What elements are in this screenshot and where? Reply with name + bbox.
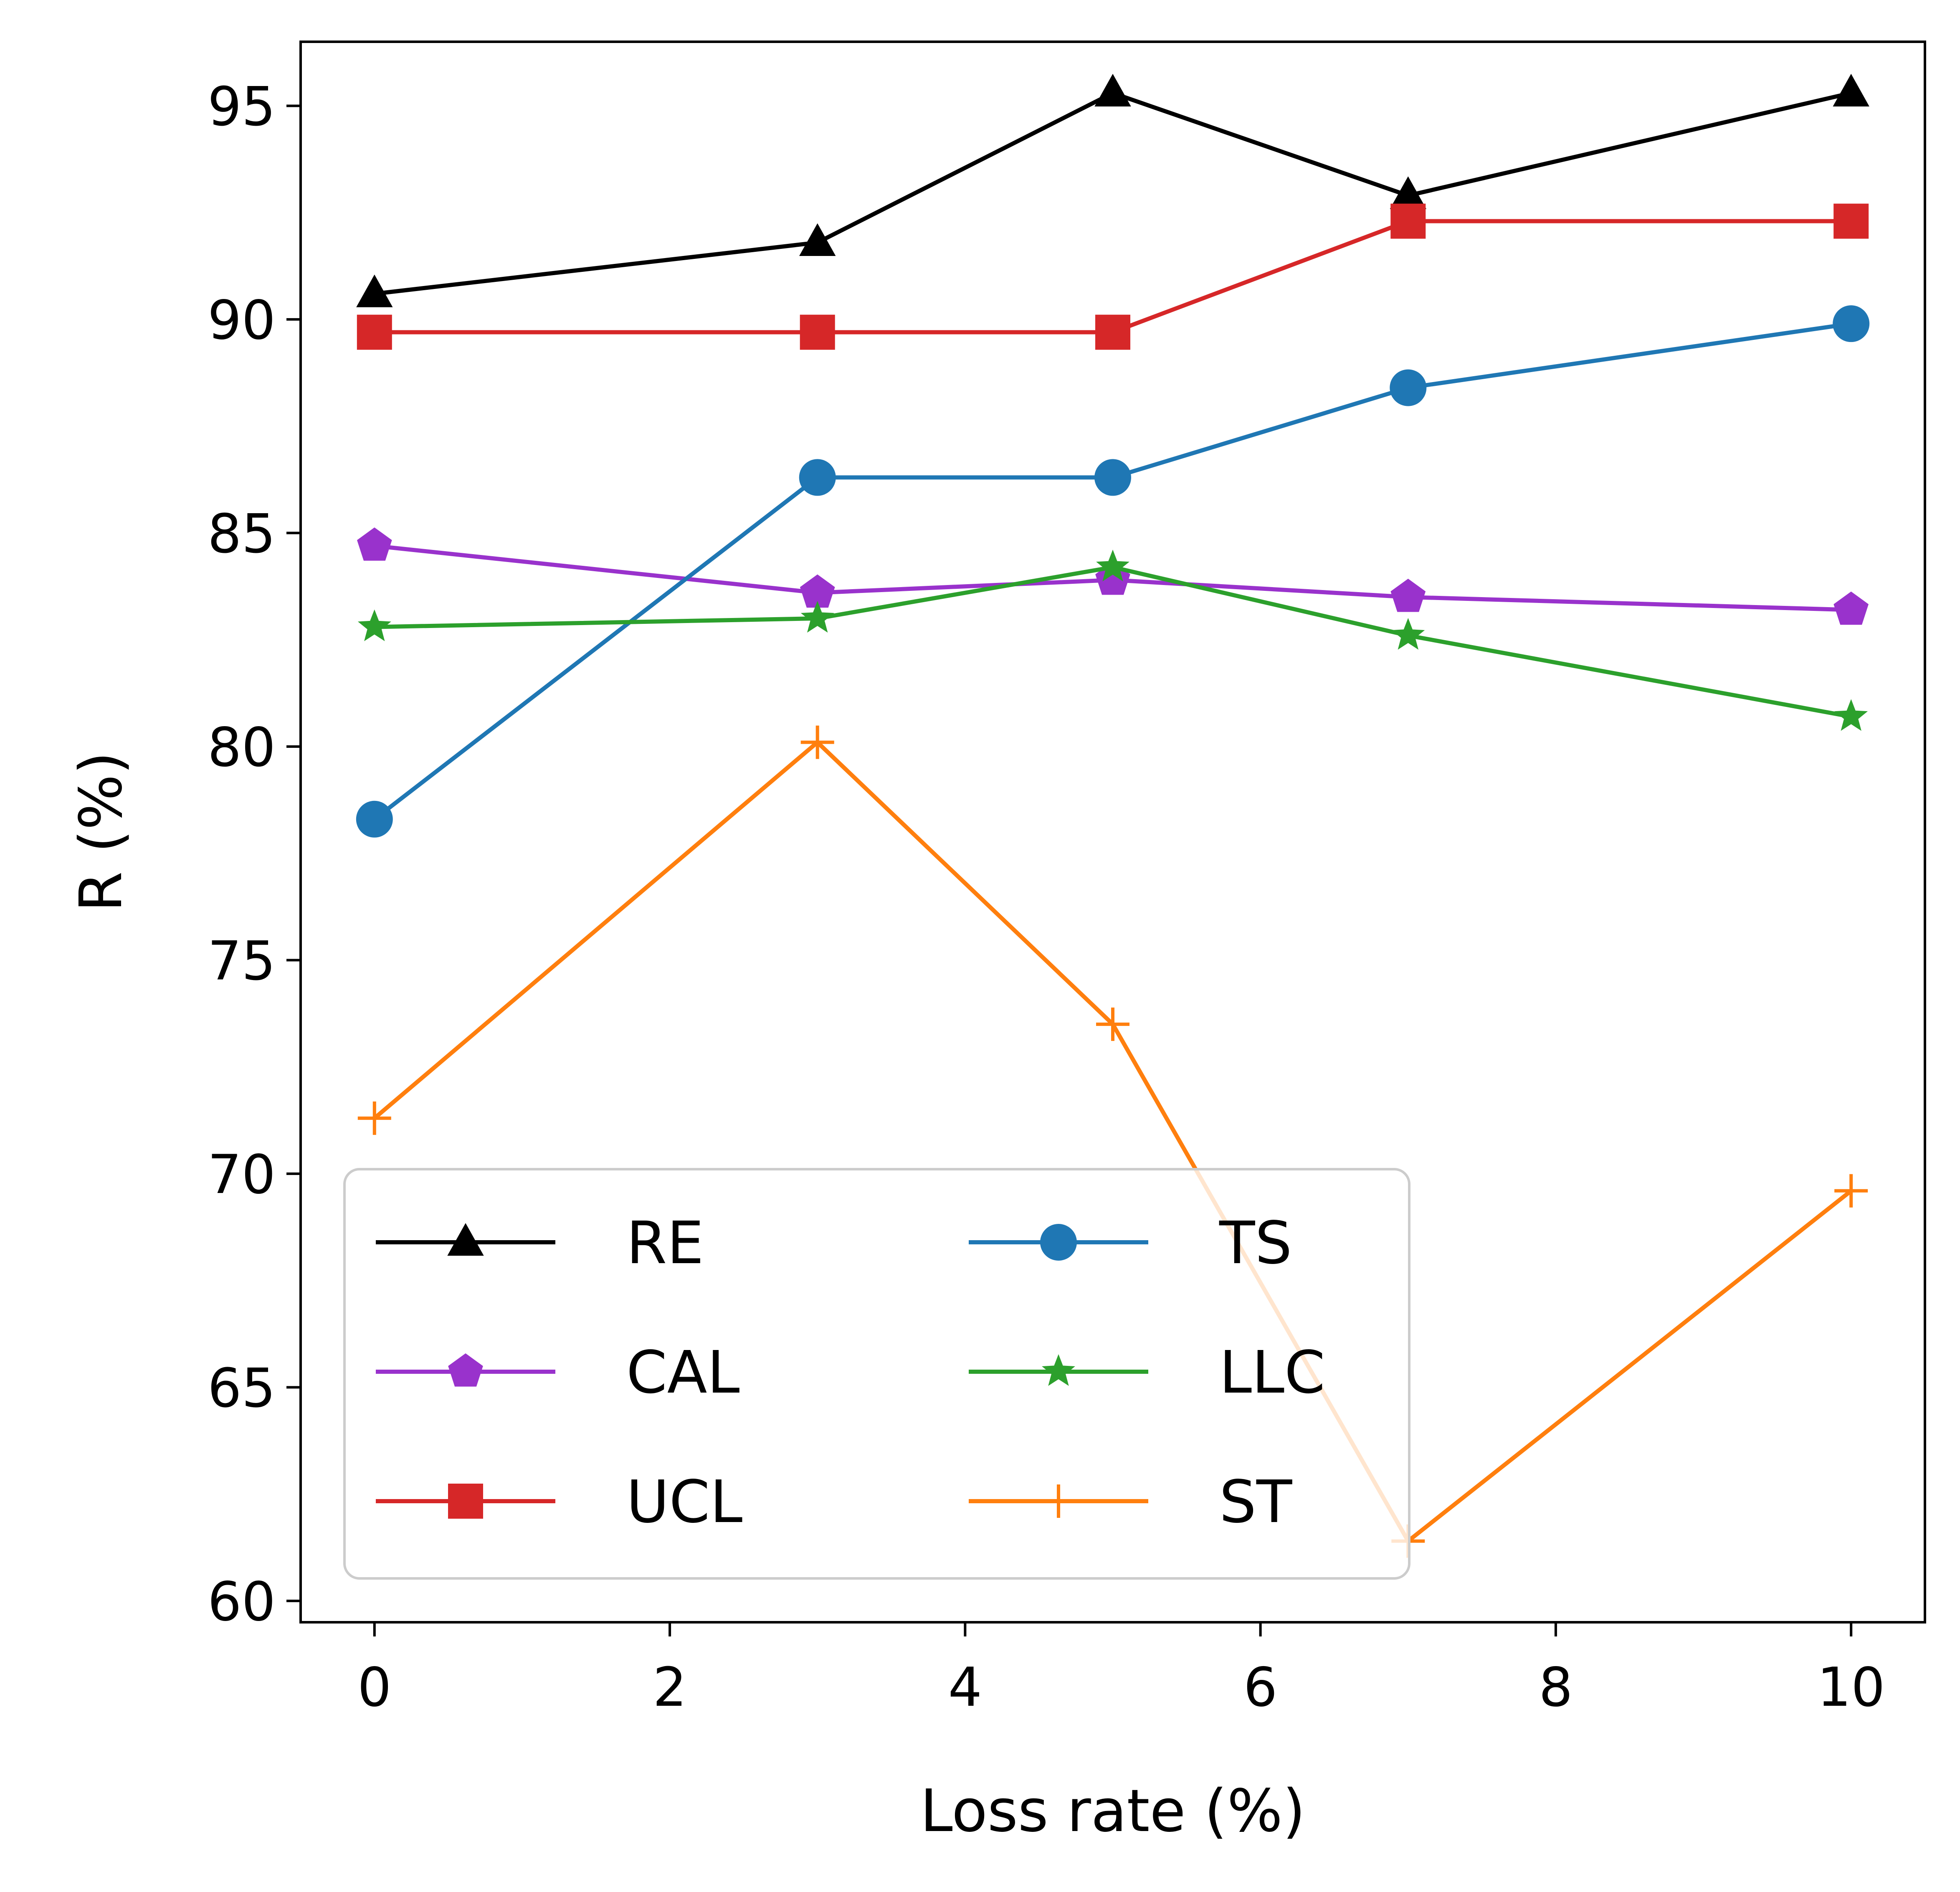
data-point-st bbox=[1834, 1174, 1868, 1208]
x-tick-label: 8 bbox=[1539, 1656, 1573, 1719]
x-tick-label: 6 bbox=[1243, 1656, 1277, 1719]
legend-label-ts: TS bbox=[1219, 1209, 1292, 1277]
legend-marker-re bbox=[447, 1223, 484, 1256]
data-point-llc bbox=[1096, 550, 1129, 582]
legend-label-re: RE bbox=[626, 1209, 704, 1277]
legend-label-cal: CAL bbox=[626, 1339, 740, 1407]
x-axis-label: Loss rate (%) bbox=[920, 1777, 1306, 1845]
data-point-ts bbox=[1833, 305, 1870, 342]
data-point-llc bbox=[800, 601, 834, 633]
series-line-re bbox=[374, 91, 1852, 296]
data-point-ts bbox=[1390, 369, 1427, 406]
data-point-cal bbox=[1833, 591, 1869, 625]
x-tick-label: 0 bbox=[357, 1656, 391, 1719]
data-point-re bbox=[1833, 73, 1869, 106]
data-point-cal bbox=[800, 574, 835, 608]
legend-label-ucl: UCL bbox=[626, 1468, 742, 1536]
y-axis-label: R (%) bbox=[67, 752, 135, 912]
y-tick-label: 60 bbox=[208, 1571, 276, 1633]
data-point-re bbox=[1094, 73, 1131, 106]
plot-layer bbox=[356, 73, 1870, 1558]
data-point-ts bbox=[799, 459, 836, 496]
plot-frame bbox=[299, 41, 1926, 1624]
legend-marker-ucl bbox=[448, 1484, 483, 1519]
axes-layer: 0 2 4 6 8 10 60 65 70 75 80 85 90 95 bbox=[208, 76, 1885, 1719]
y-tick-label: 80 bbox=[208, 717, 276, 779]
data-point-st bbox=[800, 725, 834, 759]
legend-marker-cal bbox=[448, 1353, 483, 1387]
data-point-re bbox=[799, 223, 836, 256]
y-tick-label: 90 bbox=[208, 289, 276, 352]
legend-entries: RE CAL UCL TS LLC ST bbox=[376, 1209, 1325, 1536]
legend-marker-llc bbox=[1042, 1354, 1075, 1386]
legend-label-st: ST bbox=[1219, 1468, 1292, 1536]
legend-marker-st bbox=[1042, 1484, 1075, 1518]
legend: RE CAL UCL TS LLC ST bbox=[343, 1168, 1410, 1580]
data-point-ucl bbox=[1833, 203, 1869, 239]
y-tick-label: 85 bbox=[208, 503, 276, 565]
data-point-re bbox=[1390, 176, 1426, 209]
data-point-ucl bbox=[1390, 203, 1426, 239]
data-point-ts bbox=[356, 800, 393, 838]
x-tick-label: 10 bbox=[1817, 1656, 1885, 1719]
data-point-cal bbox=[1390, 578, 1426, 612]
data-point-st bbox=[1096, 1007, 1129, 1041]
data-point-re bbox=[356, 274, 393, 307]
y-tick-label: 70 bbox=[208, 1144, 276, 1206]
legend-marker-ts bbox=[1040, 1224, 1077, 1261]
data-point-llc bbox=[1834, 699, 1868, 731]
data-point-st bbox=[357, 1101, 391, 1135]
data-point-ucl bbox=[357, 314, 392, 350]
legend-box bbox=[343, 1168, 1410, 1580]
data-point-llc bbox=[1391, 618, 1425, 650]
x-tick-label: 4 bbox=[948, 1656, 982, 1719]
y-tick-label: 75 bbox=[208, 930, 276, 992]
y-tick-label: 95 bbox=[208, 76, 276, 138]
data-point-llc bbox=[357, 609, 391, 641]
x-tick-label: 2 bbox=[653, 1656, 686, 1719]
data-point-ts bbox=[1094, 459, 1131, 496]
data-point-ucl bbox=[800, 314, 835, 350]
y-tick-label: 65 bbox=[208, 1357, 276, 1419]
data-point-cal bbox=[357, 527, 392, 561]
data-point-ucl bbox=[1095, 314, 1130, 350]
legend-label-llc: LLC bbox=[1219, 1339, 1325, 1407]
